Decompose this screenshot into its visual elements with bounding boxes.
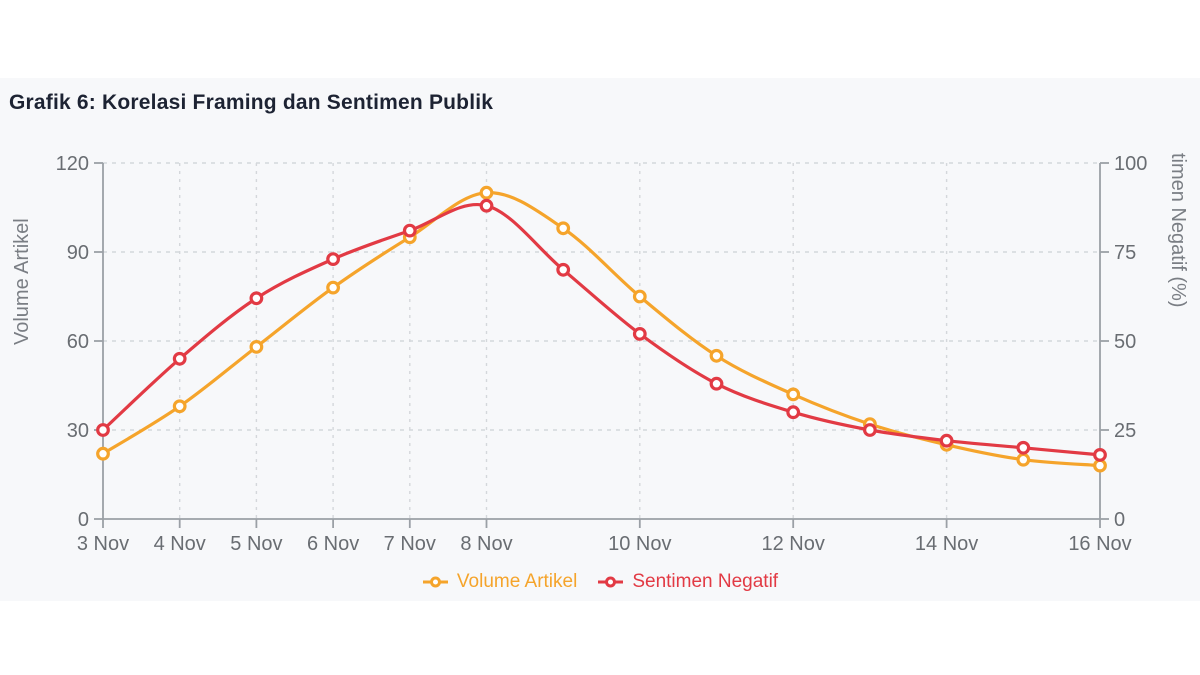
tick-label-x: 5 Nov: [230, 533, 282, 555]
data-point-0-9-nov: [556, 221, 571, 236]
data-point-1-5-nov: [249, 291, 264, 306]
tick-label-right: 50: [1114, 331, 1136, 353]
data-point-1-10-nov: [632, 327, 647, 341]
data-point-0-5-nov: [249, 340, 264, 354]
tick-label-x: 4 Nov: [154, 533, 206, 555]
data-point-1-9-nov: [556, 262, 571, 277]
right-axis-title: timen Negatif (%): [1167, 153, 1189, 308]
left-axis-title: Volume Artikel: [11, 218, 33, 345]
data-point-0-3-nov: [96, 446, 110, 461]
data-point-1-13-nov: [863, 423, 877, 437]
data-point-0-8-nov: [479, 185, 494, 200]
data-point-1-7-nov: [402, 223, 417, 238]
tick-label-x: 14 Nov: [915, 533, 978, 555]
data-point-0-15-nov: [1016, 452, 1031, 467]
legend-item-sentimen-negatif[interactable]: Sentimen Negatif: [597, 571, 778, 593]
data-point-1-14-nov: [939, 433, 954, 448]
tick-label-x: 8 Nov: [460, 533, 512, 555]
tick-label-right: 100: [1114, 153, 1147, 175]
data-point-0-12-nov: [786, 387, 801, 402]
legend-marker-icon: [598, 576, 624, 588]
tick-label-right: 0: [1114, 509, 1125, 531]
tick-label-left: 60: [67, 331, 89, 353]
tick-label-left: 30: [67, 420, 89, 442]
tick-label-x: 7 Nov: [384, 533, 436, 555]
data-point-1-11-nov: [709, 376, 724, 391]
chart-title: Grafik 6: Korelasi Framing dan Sentimen …: [9, 91, 494, 114]
data-point-0-16-nov: [1093, 458, 1107, 473]
data-point-1-15-nov: [1016, 440, 1031, 455]
chart-legend: Volume Artikel Sentimen Negatif: [0, 571, 1200, 593]
tick-label-left: 90: [67, 242, 89, 264]
tick-label-x: 16 Nov: [1068, 533, 1131, 555]
series-line-0: [101, 191, 1102, 468]
data-point-0-4-nov: [172, 399, 187, 414]
tick-label-left: 0: [78, 509, 89, 531]
tick-label-x: 3 Nov: [77, 533, 129, 555]
data-point-0-11-nov: [709, 348, 724, 363]
data-point-0-10-nov: [632, 289, 647, 304]
data-point-1-3-nov: [96, 423, 110, 437]
legend-label: Volume Artikel: [456, 571, 578, 592]
data-point-0-6-nov: [326, 280, 341, 295]
tick-label-right: 75: [1114, 242, 1136, 264]
tick-label-x: 10 Nov: [608, 533, 671, 555]
data-point-1-12-nov: [786, 405, 801, 420]
data-point-1-16-nov: [1093, 448, 1107, 462]
tick-label-right: 25: [1114, 420, 1136, 442]
series-line-1: [101, 202, 1102, 457]
data-point-1-8-nov: [479, 198, 494, 213]
legend-marker-icon: [422, 576, 448, 588]
tick-label-x: 6 Nov: [307, 533, 359, 555]
tick-label-left: 120: [56, 153, 89, 175]
data-point-1-4-nov: [172, 351, 187, 366]
data-point-1-6-nov: [326, 252, 341, 267]
tick-label-x: 12 Nov: [762, 533, 825, 555]
legend-label: Sentimen Negatif: [632, 571, 779, 592]
legend-item-volume-artikel[interactable]: Volume Artikel: [422, 571, 577, 593]
